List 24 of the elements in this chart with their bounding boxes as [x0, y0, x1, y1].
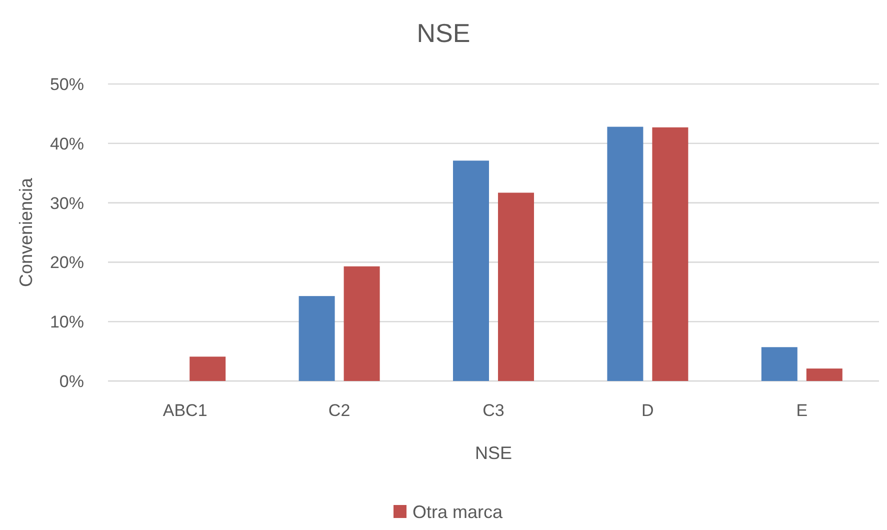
chart-title: NSE: [416, 18, 470, 48]
y-tick-label: 40%: [50, 134, 84, 154]
y-tick-label: 0%: [59, 372, 84, 391]
y-axis-title: Conveniencia: [16, 176, 36, 288]
bar: [652, 127, 688, 381]
bar: [498, 192, 534, 381]
bar: [607, 126, 644, 381]
x-tick-label: C3: [482, 401, 504, 420]
bar: [806, 368, 842, 381]
y-tick-label: 10%: [50, 312, 84, 332]
y-tick-label: 50%: [50, 74, 84, 94]
bar: [453, 160, 489, 381]
x-tick-label: C2: [328, 401, 350, 420]
x-tick-label: ABC1: [162, 401, 208, 420]
y-tick-label: 30%: [50, 194, 84, 213]
legend-label: Otra marca: [412, 502, 504, 522]
bar: [344, 266, 380, 381]
x-axis-title: NSE: [474, 443, 512, 463]
bar: [761, 347, 798, 381]
bar: [190, 356, 226, 381]
x-tick-label: D: [642, 401, 654, 420]
bar: [298, 296, 335, 381]
y-tick-label: 20%: [50, 253, 84, 272]
x-tick-label: E: [796, 401, 808, 420]
